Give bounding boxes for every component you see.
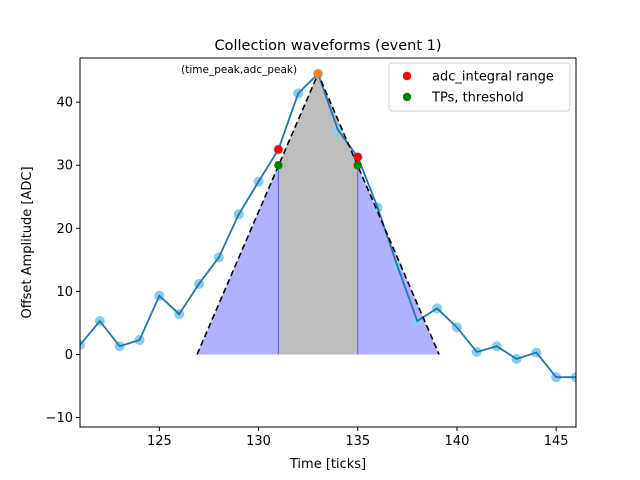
x-tick-label: 130	[246, 434, 271, 449]
adc-integral-range-point	[274, 145, 283, 154]
x-axis: 125 130 135 140 145	[147, 427, 569, 449]
x-tick-label: 145	[544, 434, 569, 449]
y-axis: −10 0 10 20 30 40	[46, 96, 80, 426]
x-axis-label: Time [ticks]	[289, 457, 366, 472]
y-tick-label: 10	[56, 285, 73, 300]
plot-area	[80, 68, 576, 383]
legend-label-adc-integral: adc_integral range	[432, 70, 554, 85]
tps-threshold-point	[274, 161, 283, 170]
y-tick-label: 20	[56, 222, 73, 237]
y-tick-label: 0	[65, 348, 73, 363]
fill-region-center	[278, 73, 358, 355]
adc-integral-range-point	[353, 152, 362, 162]
y-axis-label: Offset Amplitude [ADC]	[20, 166, 35, 318]
peak-annotation: (time_peak,adc_peak)	[181, 64, 297, 76]
y-tick-label: 40	[56, 96, 73, 111]
tps-threshold-point	[353, 161, 362, 170]
legend: adc_integral range TPs, threshold	[388, 62, 571, 112]
y-tick-label: 30	[56, 159, 73, 174]
x-tick-label: 135	[345, 434, 370, 449]
peak-point	[313, 69, 323, 78]
chart-title: Collection waveforms (event 1)	[215, 38, 442, 54]
waveform-line	[80, 72, 576, 379]
legend-marker-tps-threshold	[402, 92, 412, 102]
legend-label-tps-threshold: TPs, threshold	[431, 91, 524, 106]
x-tick-label: 125	[147, 434, 172, 449]
x-tick-label: 140	[445, 434, 470, 449]
legend-box	[388, 62, 571, 112]
plot-frame	[79, 57, 577, 428]
legend-marker-adc-integral	[402, 71, 412, 81]
y-tick-label: −10	[46, 411, 73, 426]
